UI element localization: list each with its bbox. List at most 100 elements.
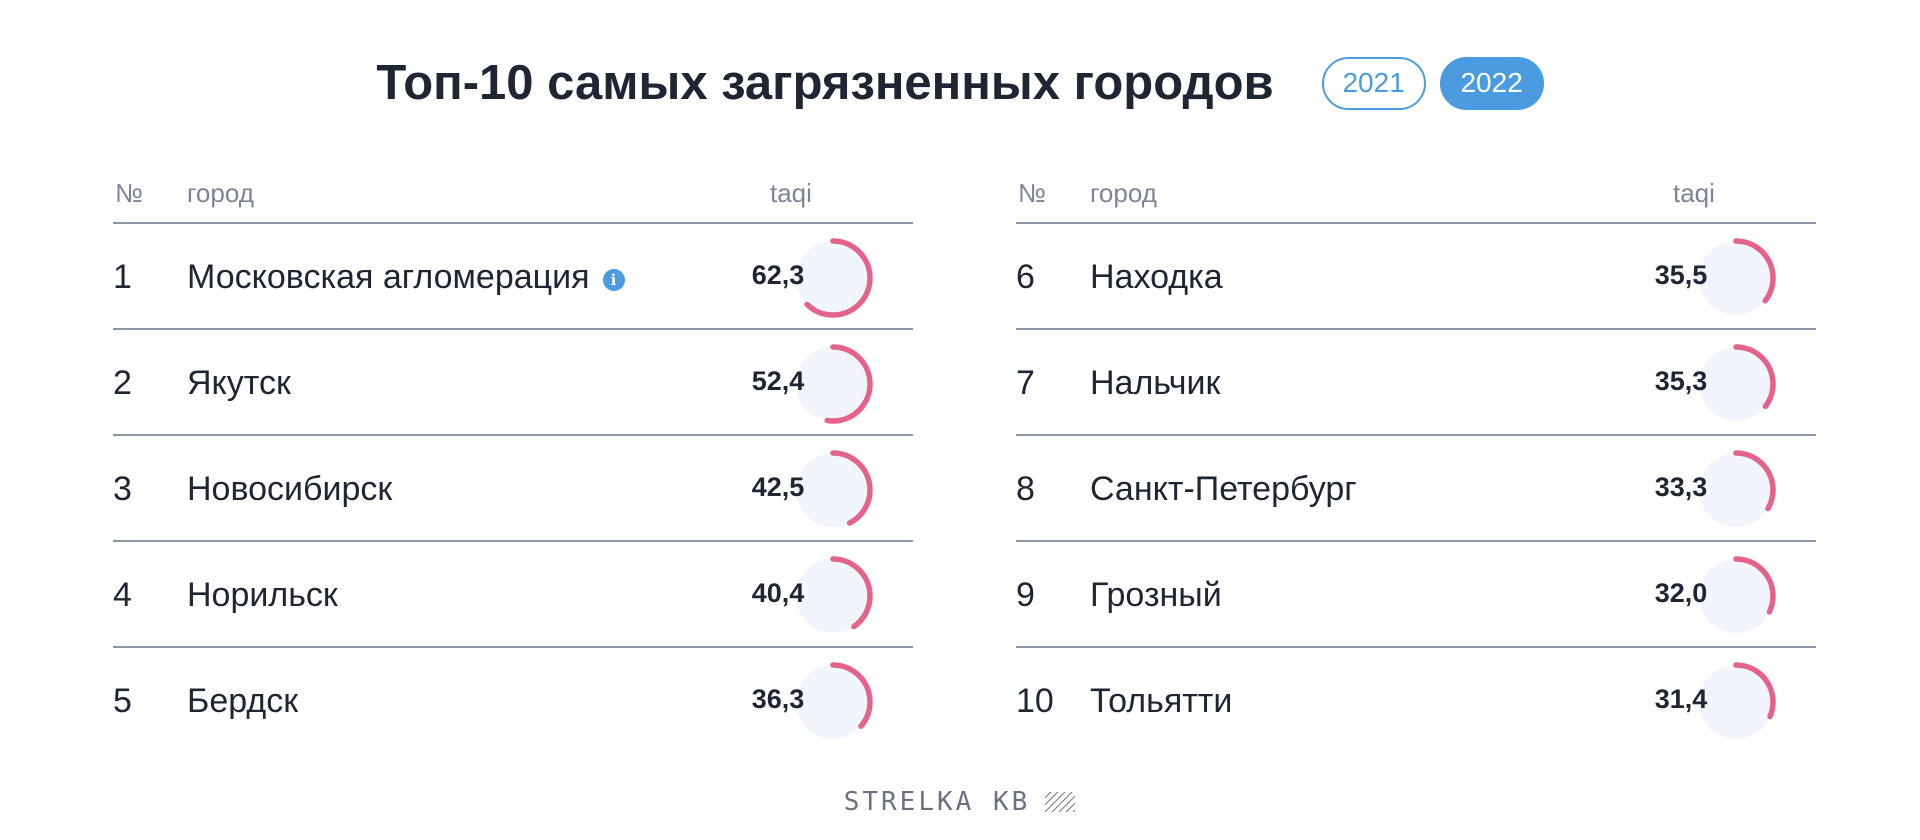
taqi-value: 32,0 [1654, 578, 1708, 608]
rank-number: 8 [1016, 470, 1035, 508]
city-name: Находка [1090, 258, 1223, 297]
taqi-value: 35,5 [1654, 260, 1708, 290]
city-label: Якутск [187, 364, 291, 402]
taqi-value: 40,4 [751, 578, 805, 608]
city-name: Московская агломерация i [187, 258, 625, 297]
rank-number: 9 [1016, 576, 1035, 614]
table-row: 10 Тольятти 31,4 [1016, 648, 1816, 752]
table-body: 6 Находка 35,5 7 Нальчик 35,3 8 Санкт-Петербург… [1016, 224, 1816, 752]
hatched-square-logo-icon [1045, 792, 1076, 812]
gauge-background [1699, 241, 1773, 315]
table-row: 7 Нальчик 35,3 [1016, 330, 1816, 436]
city-label: Норильск [187, 576, 338, 614]
city-name: Якутск [187, 364, 291, 403]
taqi-value: 52,4 [751, 366, 805, 396]
rank-number: 7 [1016, 364, 1035, 402]
gauge-background [796, 665, 870, 739]
gauge-arc [1696, 662, 1776, 742]
taqi-gauge [1696, 238, 1776, 318]
city-label: Новосибирск [187, 470, 393, 508]
rank-number: 4 [113, 576, 132, 614]
column-header-city: город [187, 178, 254, 208]
gauge-background [796, 241, 870, 315]
taqi-gauge [793, 450, 873, 530]
gauge-background [1699, 665, 1773, 739]
column-header-city: город [1090, 178, 1157, 208]
ranking-table-left: № город taqi 1 Московская агломерация i 62,… [113, 172, 913, 752]
rank-number: 10 [1016, 682, 1054, 720]
taqi-gauge [793, 556, 873, 636]
rank-number: 1 [113, 258, 132, 296]
table-row: 6 Находка 35,5 [1016, 224, 1816, 330]
table-row: 5 Бердск 36,3 [113, 648, 913, 752]
city-name: Бердск [187, 682, 298, 721]
table-row: 9 Грозный 32,0 [1016, 542, 1816, 648]
gauge-background [1699, 347, 1773, 421]
gauge-background [1699, 559, 1773, 633]
taqi-value: 33,3 [1654, 472, 1708, 502]
rank-number: 6 [1016, 258, 1035, 296]
table-header: № город taqi [1016, 172, 1816, 224]
footer: STRELKA KB [0, 787, 1920, 817]
city-name: Нальчик [1090, 364, 1220, 403]
column-header-number: № [1018, 178, 1046, 208]
taqi-gauge [793, 238, 873, 318]
year-button-2022[interactable]: 2022 [1439, 56, 1544, 110]
info-icon[interactable]: i [602, 268, 625, 291]
table-row: 4 Норильск 40,4 [113, 542, 913, 648]
table-row: 2 Якутск 52,4 [113, 330, 913, 436]
taqi-gauge [1696, 344, 1776, 424]
taqi-gauge [793, 662, 873, 742]
ranking-table-right: № город taqi 6 Находка 35,5 7 Нальчик 35,3 8 Са… [1016, 172, 1816, 752]
column-header-number: № [115, 178, 143, 208]
city-label: Грозный [1090, 576, 1222, 614]
taqi-value: 62,3 [751, 260, 805, 290]
taqi-value: 36,3 [751, 684, 805, 714]
taqi-gauge [1696, 450, 1776, 530]
column-header-taqi: taqi [1673, 178, 1715, 208]
gauge-background [796, 559, 870, 633]
city-label: Находка [1090, 258, 1223, 296]
gauge-background [796, 347, 870, 421]
taqi-value: 31,4 [1654, 684, 1708, 714]
city-label: Бердск [187, 682, 299, 720]
taqi-value: 42,5 [751, 472, 805, 502]
rank-number: 3 [113, 470, 132, 508]
table-row: 3 Новосибирск 42,5 [113, 436, 913, 542]
column-header-taqi: taqi [770, 178, 812, 208]
taqi-gauge [793, 344, 873, 424]
rank-number: 2 [113, 364, 132, 402]
gauge-arc [1696, 556, 1776, 636]
city-name: Грозный [1090, 576, 1222, 615]
gauge-arc [1696, 238, 1776, 318]
year-button-2021[interactable]: 2021 [1321, 56, 1426, 110]
gauge-arc [793, 344, 873, 424]
taqi-gauge [1696, 662, 1776, 742]
gauge-background [796, 453, 870, 527]
page-title: Топ-10 самых загрязненных городов [376, 56, 1274, 110]
header: Топ-10 самых загрязненных городов 2021 2… [0, 50, 1920, 116]
rank-number: 5 [113, 682, 132, 720]
city-label: Нальчик [1090, 364, 1221, 402]
brand-name: STRELKA KB [843, 787, 1031, 817]
taqi-value: 35,3 [1654, 366, 1708, 396]
gauge-arc [793, 662, 873, 742]
city-label: Московская агломерация [187, 258, 590, 296]
table-row: 1 Московская агломерация i 62,3 [113, 224, 913, 330]
city-name: Норильск [187, 576, 338, 615]
gauge-arc [793, 238, 873, 318]
gauge-arc [793, 556, 873, 636]
gauge-arc [793, 450, 873, 530]
gauge-background [1699, 453, 1773, 527]
gauge-arc [1696, 450, 1776, 530]
gauge-arc [1696, 344, 1776, 424]
table-header: № город taqi [113, 172, 913, 224]
city-name: Санкт-Петербург [1090, 470, 1357, 509]
city-label: Санкт-Петербург [1090, 470, 1357, 508]
table-row: 8 Санкт-Петербург 33,3 [1016, 436, 1816, 542]
city-label: Тольятти [1090, 682, 1233, 720]
taqi-gauge [1696, 556, 1776, 636]
city-name: Тольятти [1090, 682, 1232, 721]
city-name: Новосибирск [187, 470, 392, 509]
table-body: 1 Московская агломерация i 62,3 2 Якутск 52,4 3… [113, 224, 913, 752]
